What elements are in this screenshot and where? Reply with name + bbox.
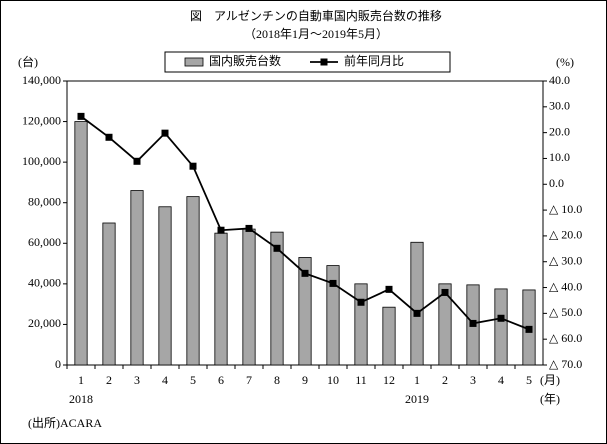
bar (242, 228, 256, 366)
y2-tick-label: 30.0 (549, 99, 570, 113)
marker (497, 314, 505, 322)
bar (158, 206, 172, 366)
x-tick-label: 10 (327, 373, 339, 387)
x-tick-label: 4 (162, 373, 168, 387)
y-tick-label: 100,000 (22, 154, 61, 168)
chart-title: 図 アルゼンチンの自動車国内販売台数の推移 (190, 8, 442, 23)
marker (357, 298, 365, 306)
x-tick-label: 3 (470, 373, 476, 387)
x-tick-label: 6 (218, 373, 224, 387)
legend-box (164, 51, 451, 73)
marker (469, 319, 477, 327)
y2-tick-label: 0.0 (549, 176, 564, 190)
y2-tick-label: 20.0 (549, 124, 570, 138)
y-tick-label: 140,000 (22, 73, 61, 87)
marker (273, 244, 281, 252)
x-tick-label: 3 (134, 373, 140, 387)
marker (189, 162, 197, 170)
bar (438, 283, 452, 366)
source: (出所)ACARA (28, 416, 102, 430)
x-year-label: 2018 (69, 392, 93, 406)
marker (161, 129, 169, 137)
x-tick-label: 4 (498, 373, 504, 387)
y-tick-label: 20,000 (28, 316, 61, 330)
bar (494, 288, 508, 366)
x-tick-label: 2 (106, 373, 112, 387)
y-tick-label: 60,000 (28, 235, 61, 249)
marker (105, 133, 113, 141)
x-tick-label: 1 (78, 373, 84, 387)
y-axis-label: (台) (18, 54, 38, 69)
x-tick-label: 1 (414, 373, 420, 387)
bar (382, 306, 396, 366)
legend-label: 前年同月比 (344, 53, 404, 68)
marker (133, 157, 141, 165)
marker (217, 226, 225, 234)
marker (413, 309, 421, 317)
chart-subtitle: （2018年1月～2019年5月） (244, 27, 388, 41)
bar (298, 257, 312, 366)
x-year-label: (年) (540, 392, 560, 406)
bar (214, 232, 228, 366)
legend-label: 国内販売台数 (209, 53, 281, 68)
legend-marker (320, 58, 328, 66)
y2-tick-label: △ 70.0 (549, 357, 582, 371)
x-tick-label: 11 (355, 373, 367, 387)
legend-swatch (184, 57, 204, 67)
bar (102, 222, 116, 366)
marker (385, 285, 393, 293)
y-tick-label: 40,000 (28, 276, 61, 290)
x-tick-label: 2 (442, 373, 448, 387)
marker (77, 112, 85, 120)
y-tick-label: 80,000 (28, 194, 61, 208)
y2-tick-label: 40.0 (549, 73, 570, 87)
x-year-label: 2019 (405, 392, 429, 406)
y2-tick-label: △ 50.0 (549, 305, 582, 319)
x-tick-label: 7 (246, 373, 252, 387)
y2-tick-label: 10.0 (549, 150, 570, 164)
bar (326, 265, 340, 366)
y2-tick-label: △ 20.0 (549, 228, 582, 242)
marker (301, 269, 309, 277)
y-tick-label: 0 (55, 357, 61, 371)
x-tick-label: 5 (526, 373, 532, 387)
x-tick-label: 5 (190, 373, 196, 387)
marker (441, 288, 449, 296)
x-tick-label: 9 (302, 373, 308, 387)
bar (270, 231, 284, 366)
bar (130, 190, 144, 366)
y2-tick-label: △ 60.0 (549, 331, 582, 345)
bar (354, 283, 368, 366)
marker (245, 224, 253, 232)
y2-axis-label: (%) (556, 55, 574, 69)
x-unit-label: (月) (540, 373, 560, 387)
bar (74, 121, 88, 366)
x-tick-label: 8 (274, 373, 280, 387)
y-tick-label: 120,000 (22, 113, 61, 127)
x-tick-label: 12 (383, 373, 395, 387)
marker (329, 279, 337, 287)
marker (525, 325, 533, 333)
y2-tick-label: △ 30.0 (549, 253, 582, 267)
bar (186, 196, 200, 366)
bar (410, 241, 424, 366)
y2-tick-label: △ 10.0 (549, 202, 582, 216)
y2-tick-label: △ 40.0 (549, 279, 582, 293)
